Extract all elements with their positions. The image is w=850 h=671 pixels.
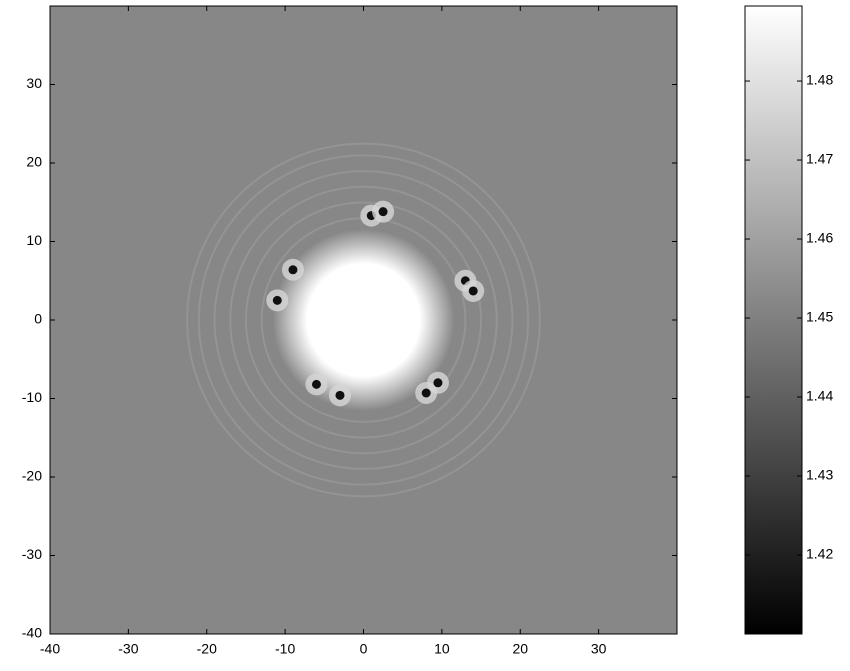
- spot: [468, 286, 478, 296]
- y-tick-label: 20: [26, 154, 42, 170]
- ring: [229, 185, 498, 455]
- x-tick-label: -40: [40, 641, 60, 657]
- colorbar-tick-label: 1.43: [806, 467, 833, 483]
- colorbar-tick-label: 1.45: [806, 309, 833, 325]
- colorbar-tick-label: 1.47: [806, 151, 833, 167]
- spot: [378, 207, 388, 217]
- ring: [186, 142, 541, 498]
- spot: [335, 390, 345, 400]
- colorbar-tick-label: 1.42: [806, 546, 833, 562]
- y-tick-label: -30: [22, 546, 42, 562]
- ring: [197, 154, 530, 486]
- field: [50, 6, 677, 634]
- x-tick-label: 0: [360, 641, 368, 657]
- spot: [433, 378, 443, 388]
- y-tick-label: -40: [22, 625, 42, 641]
- spot: [421, 388, 431, 398]
- x-tick-label: -30: [118, 641, 138, 657]
- colorbar: [744, 5, 803, 635]
- colorbar-tick-label: 1.46: [806, 230, 833, 246]
- x-tick-label: 20: [512, 641, 528, 657]
- spot: [288, 265, 298, 275]
- y-tick-label: 10: [26, 232, 42, 248]
- colorbar-tick-label: 1.48: [806, 72, 833, 88]
- x-tick-label: -10: [275, 641, 295, 657]
- x-tick-label: -20: [197, 641, 217, 657]
- y-tick-label: 30: [26, 75, 42, 91]
- colorbar-tick-label: 1.44: [806, 388, 833, 404]
- spot: [311, 379, 321, 389]
- y-tick-label: 0: [34, 311, 42, 327]
- ring: [244, 201, 483, 439]
- y-tick-label: -20: [22, 468, 42, 484]
- spot: [272, 295, 282, 305]
- y-tick-label: -10: [22, 389, 42, 405]
- ring: [213, 170, 514, 470]
- x-tick-label: 30: [591, 641, 607, 657]
- center-blob: [272, 229, 455, 411]
- x-tick-label: 10: [434, 641, 450, 657]
